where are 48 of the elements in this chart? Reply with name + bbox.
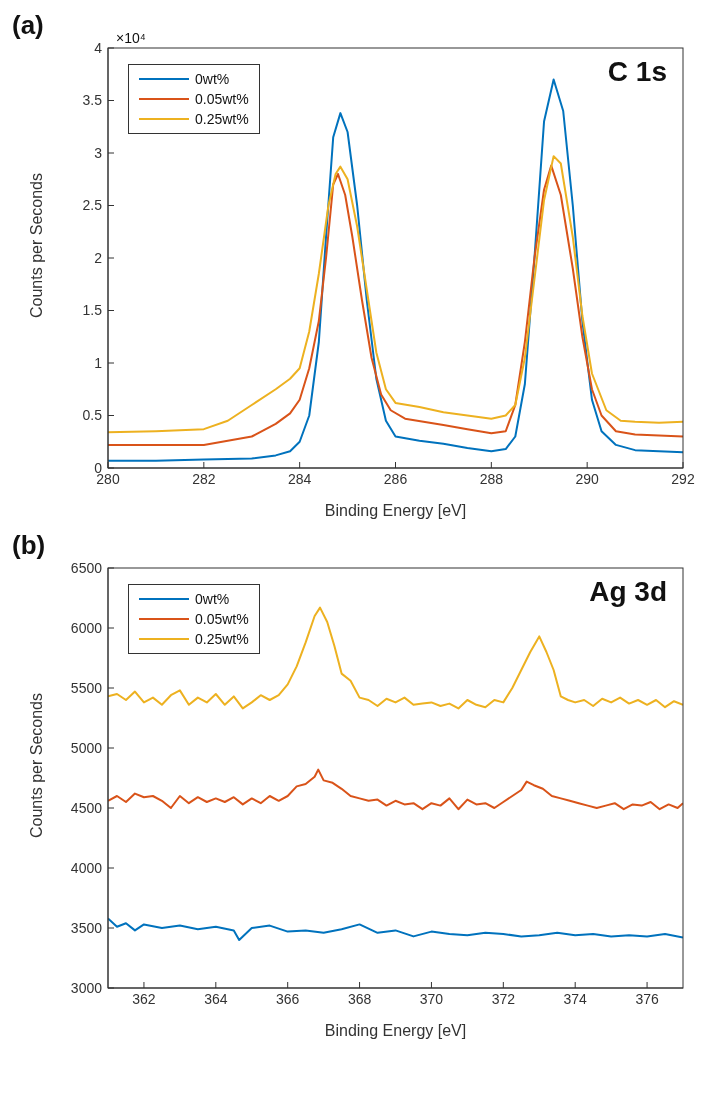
y-tick-label: 4: [94, 39, 103, 56]
x-tick-label: 282: [192, 470, 216, 487]
x-tick-label: 286: [383, 470, 408, 487]
legend-label: 0.25wt%: [195, 110, 249, 129]
annotation: Ag 3d: [589, 576, 667, 608]
y-tick-label: 6500: [70, 559, 103, 576]
y-tick-label: 5000: [70, 739, 103, 756]
y-tick-label: 3000: [70, 979, 103, 996]
x-tick-label: 374: [563, 990, 588, 1007]
y-tick-label: 2.5: [82, 197, 103, 214]
y-tick-label: 2: [94, 249, 103, 266]
y-tick-label: 0.5: [82, 407, 103, 424]
x-axis-title: Binding Energy [eV]: [324, 502, 467, 519]
line-series: [108, 606, 683, 710]
text: ×10⁴: [116, 30, 146, 46]
x-tick-label: 370: [419, 990, 444, 1007]
y-tick-label: 1: [94, 354, 103, 371]
legend-label: 0.05wt%: [195, 90, 249, 109]
y-axis-title: Counts per Seconds: [27, 173, 45, 318]
y-tick-label: 6000: [70, 619, 103, 636]
x-tick-label: 376: [635, 990, 659, 1007]
y-tick-label: 5500: [70, 679, 103, 696]
x-tick-label: 366: [276, 990, 300, 1007]
x-tick-label: 368: [347, 990, 372, 1007]
line-series: [108, 917, 683, 941]
y-tick-label: 3500: [70, 919, 103, 936]
x-tick-label: 288: [479, 470, 504, 487]
text: (b): [12, 530, 46, 561]
y-tick-label: 4500: [70, 799, 103, 816]
legend-label: 0wt%: [195, 590, 230, 609]
x-tick-label: 362: [132, 990, 156, 1007]
legend-label: 0wt%: [195, 70, 230, 89]
x-tick-label: 284: [287, 470, 312, 487]
x-axis-title: Binding Energy [eV]: [324, 1022, 467, 1039]
annotation: C 1s: [607, 56, 667, 88]
x-tick-label: 292: [671, 470, 695, 487]
x-tick-label: 364: [204, 990, 228, 1007]
y-tick-label: 3: [94, 144, 103, 161]
legend-label: 0.25wt%: [195, 630, 249, 649]
y-tick-label: 3.5: [82, 92, 103, 109]
x-tick-label: 290: [575, 470, 600, 487]
text: (a): [12, 10, 44, 41]
legend-label: 0.05wt%: [195, 610, 249, 629]
y-axis-title: Counts per Seconds: [27, 693, 45, 838]
x-tick-label: 372: [491, 990, 516, 1007]
y-tick-label: 1.5: [82, 302, 103, 319]
y-tick-label: 4000: [70, 859, 103, 876]
line-series: [108, 768, 683, 811]
